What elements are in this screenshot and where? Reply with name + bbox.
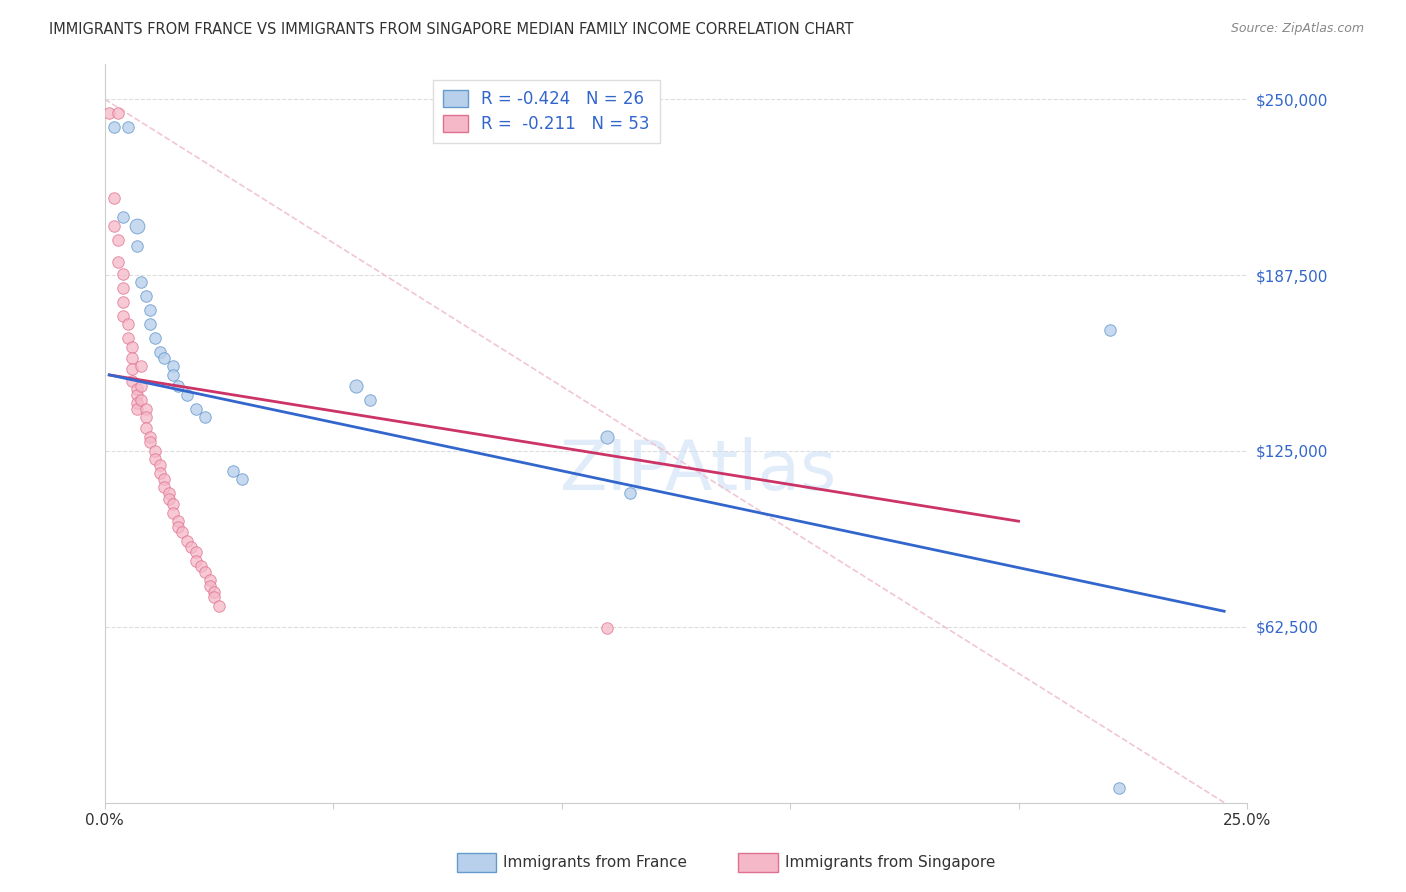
Point xyxy=(166,514,188,528)
Text: Source: ZipAtlas.com: Source: ZipAtlas.com xyxy=(1230,22,1364,36)
Point xyxy=(121,351,143,365)
Point xyxy=(208,599,231,613)
Point xyxy=(125,382,148,396)
Point xyxy=(166,379,188,393)
Point xyxy=(111,294,134,309)
Point xyxy=(107,255,129,269)
Legend: R = -0.424   N = 26, R =  -0.211   N = 53: R = -0.424 N = 26, R = -0.211 N = 53 xyxy=(433,79,659,143)
Point xyxy=(221,464,243,478)
Point xyxy=(117,331,139,345)
Point xyxy=(139,435,162,450)
Point xyxy=(596,621,619,635)
Point xyxy=(619,486,641,500)
Point xyxy=(184,545,207,559)
Point xyxy=(111,267,134,281)
Point xyxy=(129,393,152,408)
Point xyxy=(194,410,217,425)
Point xyxy=(198,574,221,588)
Text: Immigrants from Singapore: Immigrants from Singapore xyxy=(785,855,995,870)
Point xyxy=(129,275,152,289)
Point xyxy=(103,219,125,233)
Point xyxy=(143,443,166,458)
Point xyxy=(125,238,148,252)
Point xyxy=(1108,781,1130,796)
Point xyxy=(121,340,143,354)
Point xyxy=(153,472,176,486)
Point xyxy=(148,345,170,359)
Point xyxy=(139,430,162,444)
Point xyxy=(129,379,152,393)
Point xyxy=(148,458,170,472)
Point xyxy=(184,401,207,416)
Point xyxy=(202,584,225,599)
Point xyxy=(121,362,143,376)
Point xyxy=(111,281,134,295)
Point xyxy=(103,120,125,135)
Point xyxy=(190,559,212,574)
Point xyxy=(194,565,217,579)
Point xyxy=(111,211,134,225)
Text: ZIPAtlas: ZIPAtlas xyxy=(560,437,838,504)
Point xyxy=(125,401,148,416)
Point xyxy=(121,374,143,388)
Point xyxy=(125,219,148,233)
Point xyxy=(162,359,184,374)
Point xyxy=(180,540,202,554)
Point xyxy=(129,359,152,374)
Point xyxy=(139,318,162,332)
Point xyxy=(135,421,157,435)
Point xyxy=(359,393,381,408)
Point xyxy=(162,368,184,382)
Point xyxy=(143,331,166,345)
Point xyxy=(143,452,166,467)
Point xyxy=(107,106,129,120)
Point xyxy=(166,520,188,534)
Point xyxy=(172,525,194,540)
Point xyxy=(162,506,184,520)
Text: Immigrants from France: Immigrants from France xyxy=(503,855,688,870)
Point xyxy=(125,396,148,410)
Point xyxy=(153,351,176,365)
Point xyxy=(1098,323,1121,337)
Point xyxy=(111,309,134,323)
Point xyxy=(98,106,121,120)
Point xyxy=(198,579,221,593)
Point xyxy=(202,590,225,604)
Point xyxy=(117,318,139,332)
Point xyxy=(125,387,148,401)
Point xyxy=(231,472,253,486)
Point xyxy=(153,480,176,494)
Point xyxy=(344,379,367,393)
Point xyxy=(157,486,180,500)
Point xyxy=(184,553,207,567)
Point xyxy=(157,491,180,506)
Point xyxy=(162,497,184,511)
Point xyxy=(139,303,162,318)
Point xyxy=(135,289,157,303)
Point xyxy=(148,467,170,481)
Text: IMMIGRANTS FROM FRANCE VS IMMIGRANTS FROM SINGAPORE MEDIAN FAMILY INCOME CORRELA: IMMIGRANTS FROM FRANCE VS IMMIGRANTS FRO… xyxy=(49,22,853,37)
Point xyxy=(135,401,157,416)
Point xyxy=(117,120,139,135)
Point xyxy=(596,430,619,444)
Point xyxy=(176,533,198,548)
Point xyxy=(107,233,129,247)
Point xyxy=(176,387,198,401)
Point xyxy=(103,191,125,205)
Point xyxy=(135,410,157,425)
